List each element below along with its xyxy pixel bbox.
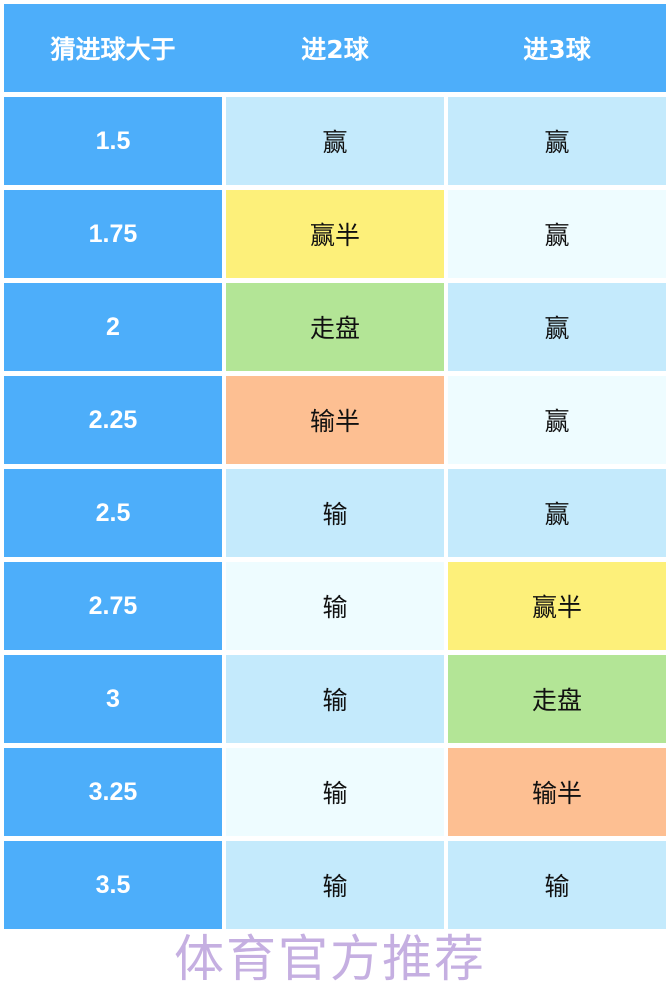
watermark: 体育官方推荐 bbox=[174, 930, 486, 988]
row-line-cell: 1.75 bbox=[4, 190, 222, 278]
result-cell: 赢 bbox=[226, 97, 444, 185]
row-line-cell: 1.5 bbox=[4, 97, 222, 185]
result-cell: 输 bbox=[226, 748, 444, 836]
header-3-goals: 进3球 bbox=[523, 35, 591, 64]
result-cell: 赢半 bbox=[448, 562, 666, 650]
row-line-cell: 2 bbox=[4, 283, 222, 371]
result-cell: 赢 bbox=[448, 190, 666, 278]
result-cell: 输 bbox=[226, 655, 444, 743]
header-2-goals: 进2球 bbox=[301, 35, 369, 64]
result-cell: 走盘 bbox=[448, 655, 666, 743]
result-cell: 赢 bbox=[448, 283, 666, 371]
result-cell: 输半 bbox=[448, 748, 666, 836]
row-line-cell: 3.25 bbox=[4, 748, 222, 836]
row-line-cell: 3.5 bbox=[4, 841, 222, 929]
goal-line-table: 猜进球大于 进2球 进3球 1.5 赢赢 1.75 赢半赢 2 走盘赢 2.25 输半赢 2.5… bbox=[4, 4, 666, 929]
result-cell: 输 bbox=[226, 841, 444, 929]
result-cell: 输 bbox=[226, 469, 444, 557]
result-cell: 赢 bbox=[448, 97, 666, 185]
row-line-cell: 2.5 bbox=[4, 469, 222, 557]
result-cell: 走盘 bbox=[226, 283, 444, 371]
result-cell: 赢半 bbox=[226, 190, 444, 278]
row-line-cell: 2.75 bbox=[4, 562, 222, 650]
result-cell: 输半 bbox=[226, 376, 444, 464]
result-cell: 输 bbox=[448, 841, 666, 929]
result-cell: 赢 bbox=[448, 376, 666, 464]
result-cell: 输 bbox=[226, 562, 444, 650]
row-line-cell: 2.25 bbox=[4, 376, 222, 464]
result-cell: 赢 bbox=[448, 469, 666, 557]
table-header: 猜进球大于 进2球 进3球 bbox=[4, 4, 666, 92]
row-line-cell: 3 bbox=[4, 655, 222, 743]
header-line: 猜进球大于 bbox=[50, 35, 176, 64]
